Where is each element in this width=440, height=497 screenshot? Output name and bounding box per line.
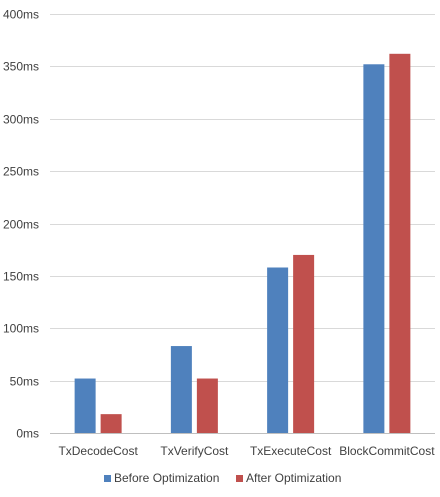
y-tick-label: 250ms [3,165,39,179]
y-tick-label: 400ms [3,8,39,22]
bar-before-txverifycost [170,346,192,433]
legend-label-before: Before Optimization [114,471,219,485]
gridlines [50,14,435,434]
legend-label-after: After Optimization [246,471,341,485]
bar-after-blockcommitcost [389,53,411,434]
x-axis-categories: TxDecodeCost TxVerifyCost TxExecuteCost Blo… [58,444,435,458]
y-tick-label: 200ms [3,218,39,232]
legend-swatch-before [104,475,111,482]
bar-after-txverifycost [196,378,218,433]
x-tick-label: BlockCommitCost [339,444,435,458]
y-tick-label: 50ms [10,375,39,389]
x-tick-label: TxDecodeCost [58,444,138,458]
y-tick-label: 350ms [3,60,39,74]
y-tick-label: 300ms [3,113,39,127]
y-axis-ticks: 0ms 50ms 100ms 150ms 200ms 250ms 300ms 350ms 400… [3,8,39,441]
bar-after-txdecodecost [100,414,122,433]
legend-swatch-after [236,475,243,482]
bar-before-txexecutecost [267,267,289,433]
legend: Before Optimization After Optimization [104,471,341,485]
x-tick-label: TxExecuteCost [250,444,332,458]
bar-before-txdecodecost [74,378,96,433]
bars [74,53,411,434]
bar-after-txexecutecost [293,254,315,433]
bar-before-blockcommitcost [363,64,385,433]
y-tick-label: 100ms [3,322,39,336]
y-tick-label: 0ms [16,427,39,441]
x-tick-label: TxVerifyCost [160,444,229,458]
y-tick-label: 150ms [3,270,39,284]
